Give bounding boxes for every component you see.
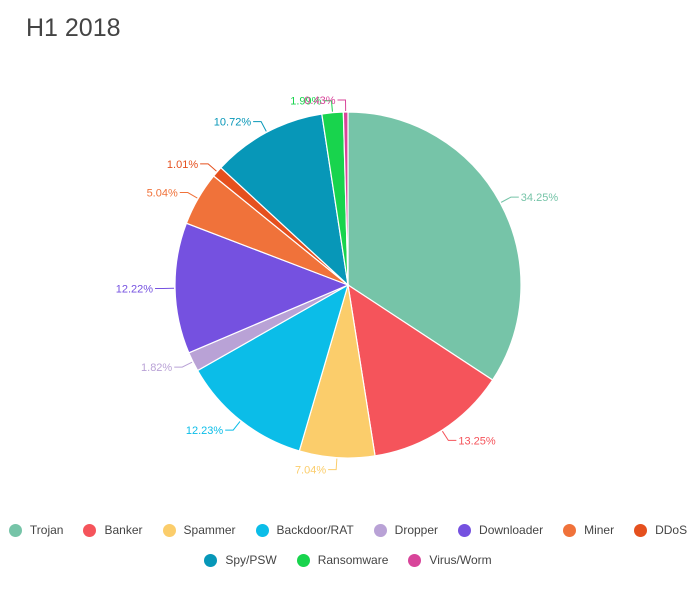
- legend-row-2: Spy/PSW Ransomware Virus/Worm: [0, 553, 696, 567]
- legend-item-downloader[interactable]: Downloader: [458, 523, 543, 537]
- pie-data-labels: 34.25% 13.25% 7.04% 12.23% 1.82% 12.22% 5.04% 1…: [116, 95, 559, 477]
- data-label-downloader: 12.22%: [116, 283, 154, 295]
- data-label-dropper: 1.82%: [141, 362, 172, 374]
- leader-line-spy-psw: [253, 121, 267, 132]
- legend-item-virus-worm[interactable]: Virus/Worm: [408, 553, 492, 567]
- legend-label: Spammer: [183, 523, 236, 537]
- pie-slices: [174, 111, 522, 459]
- leader-line-virus-worm: [337, 99, 347, 112]
- legend-swatch-icon: [162, 523, 176, 537]
- leader-line-trojan: [500, 196, 519, 203]
- legend-label: DDoS: [655, 523, 688, 537]
- legend-label: Virus/Worm: [429, 553, 492, 567]
- legend-label: Spy/PSW: [225, 553, 277, 567]
- legend-swatch-icon: [296, 553, 310, 567]
- legend-swatch-icon: [255, 523, 269, 537]
- data-label-backdoor-rat: 12.23%: [186, 425, 224, 437]
- data-label-spammer: 7.04%: [295, 465, 326, 477]
- leader-line-spammer: [328, 458, 338, 471]
- legend-item-ddos[interactable]: DDoS: [634, 523, 687, 537]
- legend-label: Ransomware: [317, 553, 389, 567]
- leader-line-dropper: [174, 361, 193, 368]
- legend-label: Backdoor/RAT: [276, 523, 354, 537]
- pie-slice-backdoor-rat: [196, 283, 349, 452]
- data-label-trojan: 34.25%: [521, 192, 559, 204]
- legend-swatch-icon: [373, 523, 387, 537]
- pie-leader-lines: [155, 99, 519, 471]
- leader-line-miner: [179, 192, 198, 199]
- legend-item-backdoor-rat[interactable]: Backdoor/RAT: [255, 523, 354, 537]
- legend-item-banker[interactable]: Banker: [83, 523, 143, 537]
- legend-row-1: Trojan Banker Spammer Backdoor/RAT Dropper Do…: [0, 523, 696, 537]
- leader-line-backdoor-rat: [225, 421, 241, 431]
- legend-swatch-icon: [563, 523, 577, 537]
- leader-line-ransomware: [323, 100, 333, 112]
- pie-slice-banker: [347, 283, 494, 457]
- legend-label: Dropper: [394, 523, 439, 537]
- chart-title: H1 2018: [26, 14, 121, 42]
- legend-item-dropper[interactable]: Dropper: [373, 523, 439, 537]
- data-label-miner: 5.04%: [147, 188, 178, 200]
- data-label-banker: 13.25%: [458, 435, 496, 447]
- legend-swatch-icon: [83, 523, 97, 537]
- legend-label: Miner: [584, 523, 615, 537]
- legend-item-trojan[interactable]: Trojan: [8, 523, 64, 537]
- legend-item-spammer[interactable]: Spammer: [162, 523, 236, 537]
- legend-item-spy-psw[interactable]: Spy/PSW: [204, 553, 277, 567]
- pie-slice-downloader: [174, 222, 350, 354]
- legend-swatch-icon: [634, 523, 648, 537]
- legend-label: Downloader: [479, 523, 544, 537]
- data-label-virus-worm: 0.43%: [304, 95, 335, 107]
- legend-label: Trojan: [29, 523, 64, 537]
- legend-item-miner[interactable]: Miner: [563, 523, 614, 537]
- pie-slice-spy-psw: [220, 113, 349, 287]
- pie-slice-virus-worm: [342, 111, 349, 286]
- legend-item-ransomware[interactable]: Ransomware: [296, 553, 389, 567]
- leader-line-banker: [441, 430, 457, 441]
- data-label-ddos: 1.01%: [167, 159, 198, 171]
- leader-line-ddos: [200, 163, 217, 172]
- data-label-ransomware: 1.99%: [290, 96, 321, 108]
- legend-swatch-icon: [8, 523, 22, 537]
- legend-label: Banker: [104, 523, 143, 537]
- legend-swatch-icon: [458, 523, 472, 537]
- legend-swatch-icon: [408, 553, 422, 567]
- data-label-spy-psw: 10.72%: [214, 117, 252, 129]
- legend-swatch-icon: [204, 553, 218, 567]
